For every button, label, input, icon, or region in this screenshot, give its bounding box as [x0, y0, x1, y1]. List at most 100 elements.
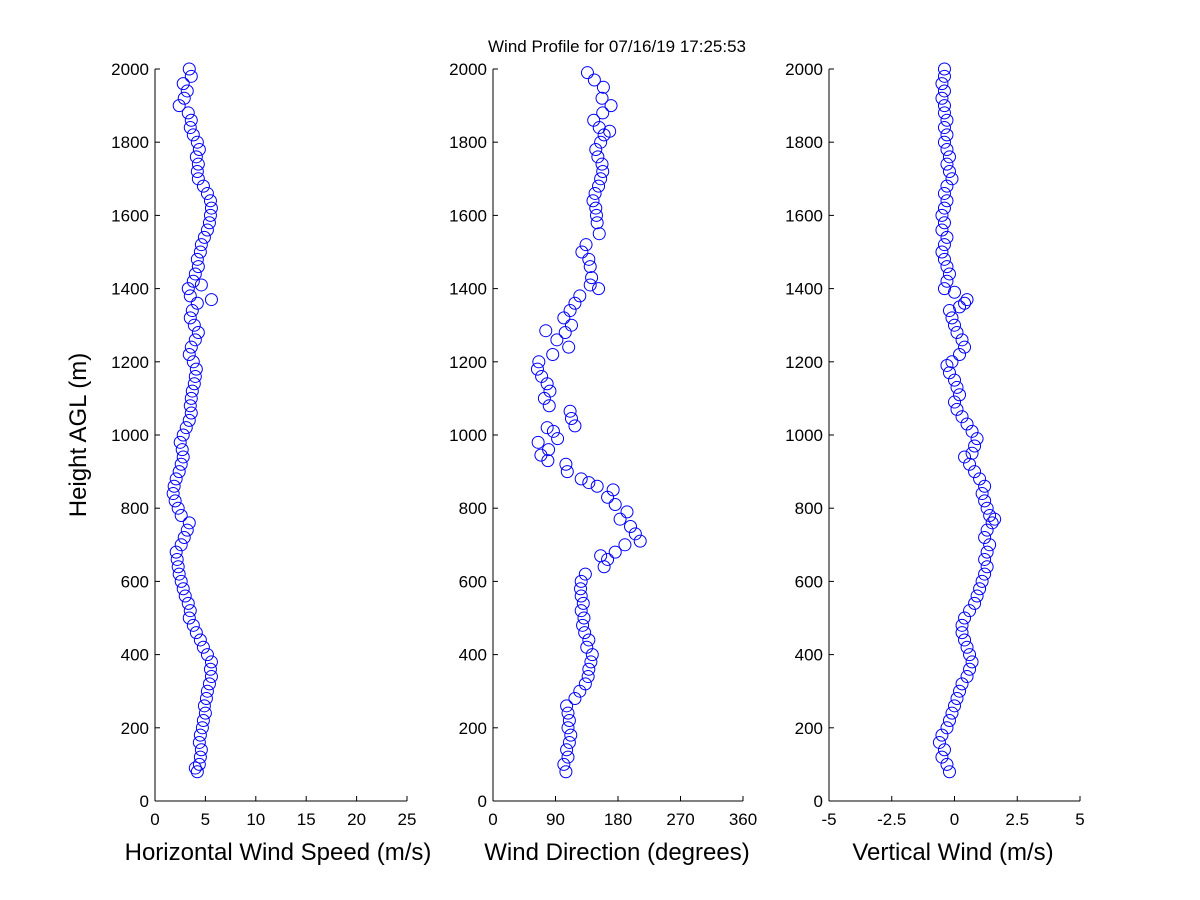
x-tick-label: 0	[950, 810, 959, 829]
data-point	[955, 618, 969, 632]
data-point	[197, 699, 211, 713]
data-point	[942, 304, 956, 318]
data-point	[563, 404, 577, 418]
data-point	[935, 91, 949, 105]
data-point	[937, 69, 951, 83]
y-tick-label: 1400	[785, 280, 823, 299]
data-point	[186, 128, 200, 142]
data-point	[583, 260, 597, 274]
data-point	[582, 476, 596, 490]
data-point	[942, 765, 956, 779]
data-point	[592, 179, 606, 193]
data-point	[975, 574, 989, 588]
data-point	[184, 113, 198, 127]
data-point	[531, 435, 545, 449]
data-point	[540, 421, 554, 435]
vertical-wind-panel: 0 200 400 600 800 1000 1200 1400 1600 1800 2000 -5 -…	[785, 60, 1085, 866]
data-point	[203, 662, 217, 676]
data-point	[194, 743, 208, 757]
data-point	[543, 384, 557, 398]
data-point	[613, 512, 627, 526]
data-point	[937, 743, 951, 757]
data-point	[940, 721, 954, 735]
data-point	[978, 479, 992, 493]
data-point	[190, 296, 204, 310]
data-point	[557, 757, 571, 771]
data-point	[188, 267, 202, 281]
data-point	[203, 194, 217, 208]
wind-direction-panel: 0 200 400 600 800 1000 1200 1400 1600 1800 2000 0 90…	[449, 60, 757, 866]
data-point	[960, 417, 974, 431]
data-point	[589, 143, 603, 157]
data-point	[180, 84, 194, 98]
data-point	[940, 260, 954, 274]
data-point	[596, 106, 610, 120]
data-point	[166, 487, 180, 501]
data-point	[551, 432, 565, 446]
data-point	[184, 69, 198, 83]
data-point	[181, 106, 195, 120]
y-tick-label: 1200	[785, 353, 823, 372]
data-point	[196, 179, 210, 193]
data-point	[942, 150, 956, 164]
data-point	[558, 326, 572, 340]
y-tick-label: 1800	[785, 133, 823, 152]
data-point	[958, 611, 972, 625]
data-point	[589, 208, 603, 222]
x-tick-label: 270	[666, 810, 694, 829]
data-point	[574, 582, 587, 596]
data-point	[937, 282, 951, 296]
data-point	[186, 274, 200, 288]
data-point	[948, 395, 961, 409]
data-point	[970, 432, 984, 446]
data-point	[168, 494, 182, 508]
y-tick-label: 1000	[111, 426, 149, 445]
data-point	[594, 549, 608, 563]
data-point	[539, 324, 553, 338]
data-point	[546, 424, 560, 438]
data-point	[945, 706, 959, 720]
data-point	[594, 172, 608, 186]
data-point	[945, 172, 959, 186]
data-point	[174, 538, 188, 552]
data-point	[606, 483, 620, 497]
data-point	[176, 450, 190, 464]
data-point	[191, 260, 205, 274]
data-point	[935, 223, 949, 237]
x-tick-label: 20	[347, 810, 366, 829]
data-point	[562, 340, 576, 354]
data-point	[189, 150, 203, 164]
data-point	[182, 413, 196, 427]
data-point	[940, 128, 954, 142]
data-point	[560, 465, 574, 479]
data-point	[180, 523, 194, 537]
data-point	[194, 238, 208, 252]
data-point	[532, 355, 546, 369]
data-point	[940, 194, 954, 208]
data-point	[169, 545, 183, 559]
data-point	[620, 505, 634, 519]
data-point	[175, 443, 189, 457]
y-tick-label: 1000	[449, 426, 487, 445]
data-point	[940, 113, 954, 127]
data-point	[564, 728, 578, 742]
y-tick-label: 800	[459, 499, 487, 518]
data-point	[587, 73, 601, 87]
data-point	[589, 201, 603, 215]
data-point	[590, 216, 604, 230]
y-tick-label: 1800	[449, 133, 487, 152]
data-point	[583, 278, 597, 292]
data-point	[194, 278, 208, 292]
y-tick-label: 200	[121, 719, 149, 738]
data-point	[171, 560, 185, 574]
x-tick-label: 180	[604, 810, 632, 829]
data-point	[580, 640, 594, 654]
data-point	[940, 230, 954, 244]
data-point	[564, 318, 578, 332]
data-point	[937, 238, 951, 252]
data-point	[174, 574, 188, 588]
y-tick-label: 400	[459, 646, 487, 665]
data-point	[202, 677, 216, 691]
data-point	[950, 380, 964, 394]
data-point	[960, 293, 974, 307]
